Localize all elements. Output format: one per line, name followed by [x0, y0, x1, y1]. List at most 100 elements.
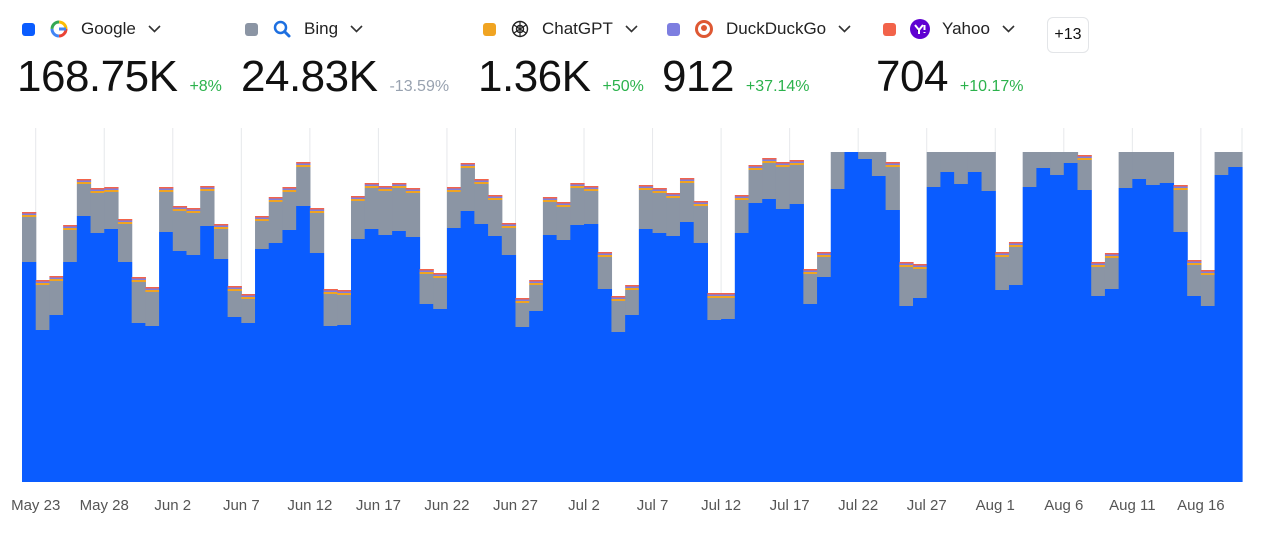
bar-segment: [625, 288, 640, 290]
bar-segment: [899, 263, 914, 265]
source-icon: [910, 19, 930, 39]
bar-segment: [501, 228, 517, 255]
bar-segment: [337, 293, 352, 295]
bar-segment: [63, 262, 78, 482]
bar-segment: [611, 332, 626, 482]
stat: 912 +37.14%: [662, 52, 810, 102]
bar-segment: [721, 319, 736, 482]
bar-segment: [474, 184, 489, 224]
bar-segment: [76, 182, 92, 184]
bar-segment: [145, 288, 160, 290]
source-icon: [511, 20, 529, 38]
bar-segment: [159, 188, 174, 190]
legend-item[interactable]: DuckDuckGo: [667, 17, 851, 41]
bar-segment: [282, 230, 297, 482]
bar-segment: [63, 225, 78, 227]
bar-segment: [378, 187, 393, 189]
bar-segment: [734, 200, 750, 233]
bar-segment: [803, 272, 818, 274]
bar-segment: [1036, 152, 1051, 168]
bar-segment: [995, 253, 1010, 255]
stat-change: +10.17%: [959, 78, 1024, 95]
bar-segment: [529, 280, 544, 282]
bar-segment: [707, 293, 722, 295]
legend-swatch: [245, 22, 258, 36]
legend-item[interactable]: ChatGPT: [483, 17, 638, 41]
bar-segment: [1008, 285, 1024, 482]
bar-segment: [597, 252, 613, 254]
bar-segment: [652, 189, 667, 191]
bar-segment: [817, 253, 832, 255]
bar-segment: [515, 298, 530, 300]
bar-segment: [76, 216, 92, 482]
x-tick-label: Jul 17: [770, 497, 810, 514]
x-tick-label: Aug 11: [1109, 497, 1155, 514]
bar-segment: [542, 202, 558, 235]
legend-label: DuckDuckGo: [726, 19, 827, 38]
bar-segment: [460, 166, 475, 168]
bar-segment: [762, 199, 777, 482]
bar-segment: [1187, 265, 1202, 296]
bar-segment: [255, 216, 270, 218]
bar-segment: [76, 179, 92, 181]
bar-segment: [241, 299, 256, 323]
bar-segment: [49, 277, 64, 279]
bar-segment: [584, 224, 599, 482]
bar-segment: [446, 187, 462, 189]
bar-segment: [309, 208, 325, 210]
bar-segment: [392, 188, 407, 231]
bar-segment: [981, 152, 996, 191]
bar-segment: [1104, 289, 1120, 482]
legend-item[interactable]: Yahoo: [883, 17, 1015, 41]
bar-segment: [145, 326, 160, 482]
x-tick-label: Jul 7: [637, 497, 669, 514]
legend-label: Google: [81, 19, 136, 38]
bar-segment: [734, 233, 750, 482]
bar-segment: [296, 165, 311, 167]
bar-segment: [446, 192, 462, 228]
bar-segment: [419, 272, 434, 274]
legend-label: Bing: [304, 19, 339, 38]
bar-segment: [899, 306, 914, 482]
bar-segment: [693, 201, 708, 203]
bar-segment: [556, 240, 571, 482]
bar-segment: [378, 189, 393, 191]
bar-segment: [1008, 243, 1024, 245]
bar-segment: [1200, 273, 1216, 275]
bar-segment: [282, 188, 297, 190]
x-tick-label: Jul 12: [701, 497, 741, 514]
legend-item[interactable]: Google: [22, 17, 161, 41]
bar-segment: [501, 226, 517, 228]
x-tick-label: Jul 22: [838, 497, 878, 514]
bar-segment: [1008, 245, 1024, 247]
bar-segment: [255, 249, 270, 482]
dropdown-chevron: [350, 25, 363, 33]
bar-segment: [995, 257, 1010, 290]
bar-segment: [1063, 163, 1079, 482]
bar-segment: [762, 159, 777, 161]
bar-segment: [871, 176, 887, 482]
bar-segment: [611, 299, 626, 301]
bar-segment: [433, 309, 448, 482]
legend-item[interactable]: Bing: [245, 17, 363, 41]
bar-segment: [90, 189, 105, 191]
bar-segment: [1214, 175, 1229, 482]
legend-swatch: [483, 22, 496, 36]
bar-segment: [734, 195, 750, 197]
bar-segment: [721, 298, 736, 319]
bar-segment: [309, 211, 325, 213]
bar-segment: [446, 228, 462, 482]
bar-segment: [501, 255, 517, 482]
more-sources-button[interactable]: +13: [1047, 17, 1089, 53]
bar-segment: [255, 219, 270, 221]
bar-segment: [1118, 152, 1133, 188]
bar-segment: [460, 163, 475, 165]
bar-segment: [241, 297, 256, 299]
bar-segment: [213, 259, 229, 482]
bar-segment: [679, 179, 695, 181]
bar-segment: [323, 289, 338, 291]
bar-segment: [967, 152, 983, 172]
bar-segment: [913, 265, 928, 267]
bar-segment: [1159, 183, 1175, 482]
bar-segment: [1091, 265, 1106, 267]
